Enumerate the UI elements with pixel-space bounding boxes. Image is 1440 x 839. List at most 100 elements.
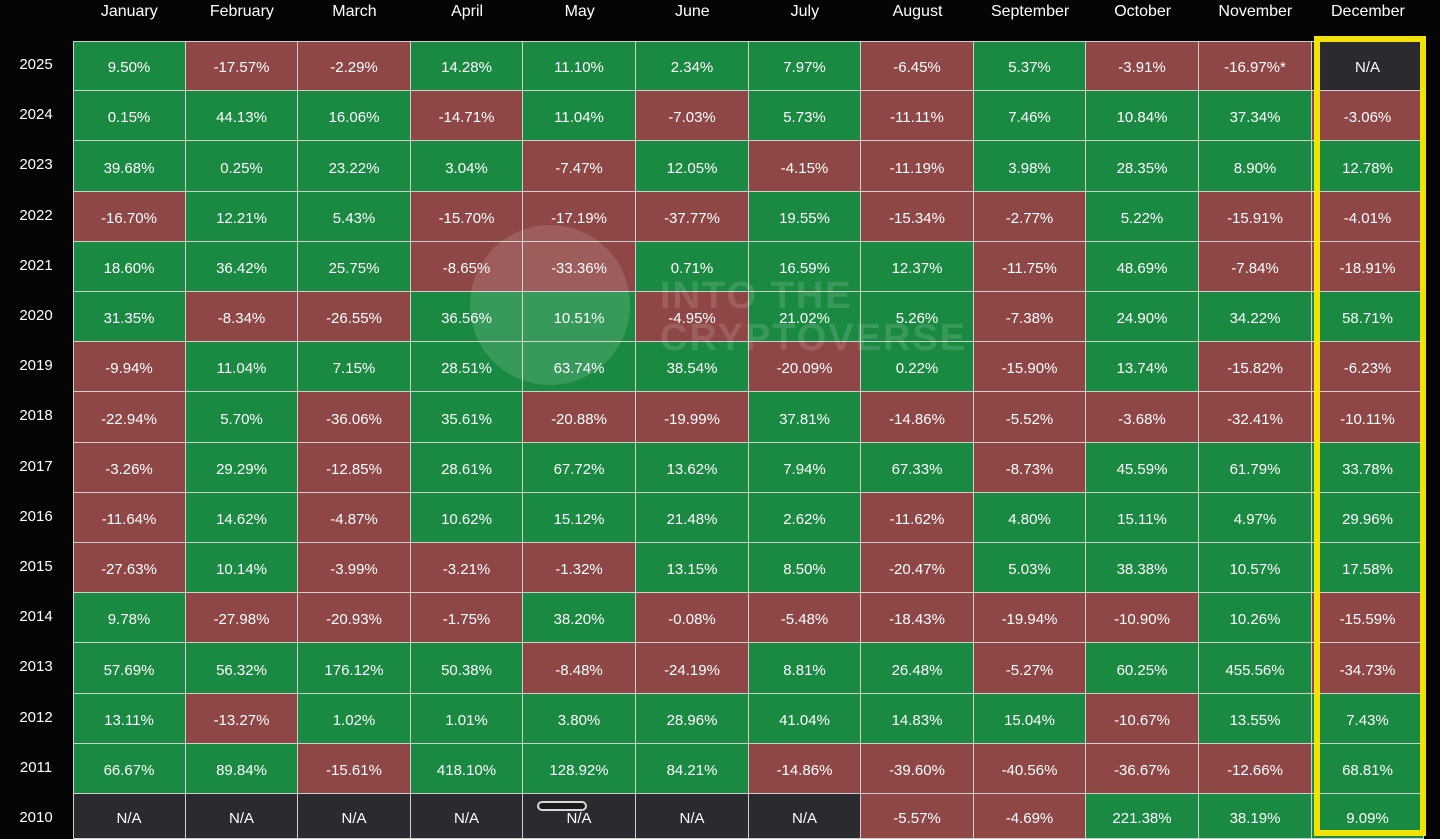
heatmap-cell-2013-november: 455.56%: [1199, 643, 1312, 694]
heatmap-cell-2011-june: 84.21%: [636, 744, 749, 794]
heatmap-cell-2023-june: 12.05%: [636, 141, 749, 192]
heatmap-cell-2016-october: 15.11%: [1086, 493, 1199, 543]
heatmap-cell-2019-january: -9.94%: [73, 342, 186, 392]
heatmap-cell-2012-april: 1.01%: [411, 694, 523, 744]
heatmap-cell-2024-february: 44.13%: [186, 91, 298, 141]
heatmap-cell-2025-september: 5.37%: [974, 41, 1086, 91]
heatmap-cell-2022-february: 12.21%: [186, 192, 298, 242]
month-label-december: December: [1330, 3, 1405, 20]
heatmap-cell-2025-december: N/A: [1312, 41, 1424, 91]
heatmap-cell-2016-may: 15.12%: [523, 493, 636, 543]
heatmap-cell-2018-march: -36.06%: [298, 392, 411, 443]
heatmap-cell-2019-october: 13.74%: [1086, 342, 1199, 392]
heatmap-cell-2023-september: 3.98%: [974, 141, 1086, 192]
heatmap-cell-2017-june: 13.62%: [636, 443, 749, 493]
heatmap-cell-2012-june: 28.96%: [636, 694, 749, 744]
scroll-handle[interactable]: [537, 801, 587, 811]
heatmap-cell-2013-july: 8.81%: [749, 643, 861, 694]
heatmap-cell-2010-july: N/A: [749, 794, 861, 839]
year-label-2022: 2022: [19, 206, 53, 224]
heatmap-cell-2013-march: 176.12%: [298, 643, 411, 694]
heatmap-cell-2018-july: 37.81%: [749, 392, 861, 443]
heatmap-cell-2016-june: 21.48%: [636, 493, 749, 543]
heatmap-cell-2020-may: 10.51%: [523, 292, 636, 342]
heatmap-cell-2014-october: -10.90%: [1086, 593, 1199, 643]
heatmap-cell-2017-july: 7.94%: [749, 443, 861, 493]
heatmap-cell-2010-june: N/A: [636, 794, 749, 839]
heatmap-cell-2010-december: 9.09%: [1312, 794, 1424, 839]
heatmap-cell-2011-february: 89.84%: [186, 744, 298, 794]
heatmap-cell-2019-december: -6.23%: [1312, 342, 1424, 392]
heatmap-cell-2018-october: -3.68%: [1086, 392, 1199, 443]
heatmap-cell-2019-november: -15.82%: [1199, 342, 1312, 392]
heatmap-cell-2014-april: -1.75%: [411, 593, 523, 643]
heatmap-cell-2015-may: -1.32%: [523, 543, 636, 593]
heatmap-cell-2018-january: -22.94%: [73, 392, 186, 443]
heatmap-cell-2017-december: 33.78%: [1312, 443, 1424, 493]
heatmap-cell-2015-march: -3.99%: [298, 543, 411, 593]
heatmap-cell-2010-august: -5.57%: [861, 794, 974, 839]
heatmap-cell-2012-october: -10.67%: [1086, 694, 1199, 744]
heatmap-cell-2020-august: 5.26%: [861, 292, 974, 342]
heatmap-cell-2021-september: -11.75%: [974, 242, 1086, 292]
heatmap-cell-2012-february: -13.27%: [186, 694, 298, 744]
heatmap-cell-2013-may: -8.48%: [523, 643, 636, 694]
heatmap-cell-2024-march: 16.06%: [298, 91, 411, 141]
heatmap-cell-2011-november: -12.66%: [1199, 744, 1312, 794]
heatmap-cell-2013-june: -24.19%: [636, 643, 749, 694]
heatmap-cell-2016-august: -11.62%: [861, 493, 974, 543]
year-label-2021: 2021: [19, 256, 53, 274]
heatmap-cell-2018-april: 35.61%: [411, 392, 523, 443]
heatmap-cell-2012-december: 7.43%: [1312, 694, 1424, 744]
year-label-2016: 2016: [19, 507, 53, 525]
heatmap-cell-2012-march: 1.02%: [298, 694, 411, 744]
month-label-june: June: [674, 3, 710, 20]
heatmap-cell-2025-november: -16.97%*: [1199, 41, 1312, 91]
heatmap-cell-2010-march: N/A: [298, 794, 411, 839]
year-label-2020: 2020: [19, 307, 53, 324]
heatmap-cell-2017-may: 67.72%: [523, 443, 636, 493]
heatmap-cell-2025-february: -17.57%: [186, 41, 298, 91]
heatmap-cell-2019-march: 7.15%: [298, 342, 411, 392]
heatmap-cell-2023-december: 12.78%: [1312, 141, 1424, 192]
heatmap-cell-2016-april: 10.62%: [411, 493, 523, 543]
heatmap-cell-2022-august: -15.34%: [861, 192, 974, 242]
heatmap-cell-2023-march: 23.22%: [298, 141, 411, 192]
heatmap-cell-2014-november: 10.26%: [1199, 593, 1312, 643]
year-label-2010: 2010: [19, 809, 53, 826]
heatmap-cell-2021-august: 12.37%: [861, 242, 974, 292]
heatmap-cell-2014-january: 9.78%: [73, 593, 186, 643]
heatmap-cell-2024-september: 7.46%: [974, 91, 1086, 141]
heatmap-cell-2020-october: 24.90%: [1086, 292, 1199, 342]
heatmap-cell-2024-august: -11.11%: [861, 91, 974, 141]
year-label-2023: 2023: [19, 156, 53, 174]
heatmap-cell-2011-may: 128.92%: [523, 744, 636, 794]
heatmap-cell-2013-december: -34.73%: [1312, 643, 1424, 694]
heatmap-cell-2010-november: 38.19%: [1199, 794, 1312, 839]
heatmap-cell-2013-august: 26.48%: [861, 643, 974, 694]
heatmap-cell-2024-july: 5.73%: [749, 91, 861, 141]
heatmap-cell-2014-june: -0.08%: [636, 593, 749, 643]
heatmap-cell-2018-december: -10.11%: [1312, 392, 1424, 443]
heatmap-cell-2021-may: -33.36%: [523, 242, 636, 292]
heatmap-cell-2024-october: 10.84%: [1086, 91, 1199, 141]
heatmap-cell-2019-april: 28.51%: [411, 342, 523, 392]
heatmap-cell-2017-october: 45.59%: [1086, 443, 1199, 493]
heatmap-cell-2016-march: -4.87%: [298, 493, 411, 543]
year-label-2011: 2011: [19, 758, 53, 776]
heatmap-cell-2013-september: -5.27%: [974, 643, 1086, 694]
heatmap-cell-2017-april: 28.61%: [411, 443, 523, 493]
heatmap-cell-2012-may: 3.80%: [523, 694, 636, 744]
heatmap-cell-2014-may: 38.20%: [523, 593, 636, 643]
year-label-2015: 2015: [19, 558, 53, 575]
heatmap-cell-2024-december: -3.06%: [1312, 91, 1424, 141]
heatmap-cell-2023-april: 3.04%: [411, 141, 523, 192]
heatmap-cell-2022-march: 5.43%: [298, 192, 411, 242]
heatmap-cell-2019-february: 11.04%: [186, 342, 298, 392]
heatmap-cell-2023-july: -4.15%: [749, 141, 861, 192]
month-label-january: January: [100, 3, 158, 20]
heatmap-cell-2021-march: 25.75%: [298, 242, 411, 292]
heatmap-cell-2016-july: 2.62%: [749, 493, 861, 543]
heatmap-cell-2011-october: -36.67%: [1086, 744, 1199, 794]
heatmap-cell-2010-october: 221.38%: [1086, 794, 1199, 839]
